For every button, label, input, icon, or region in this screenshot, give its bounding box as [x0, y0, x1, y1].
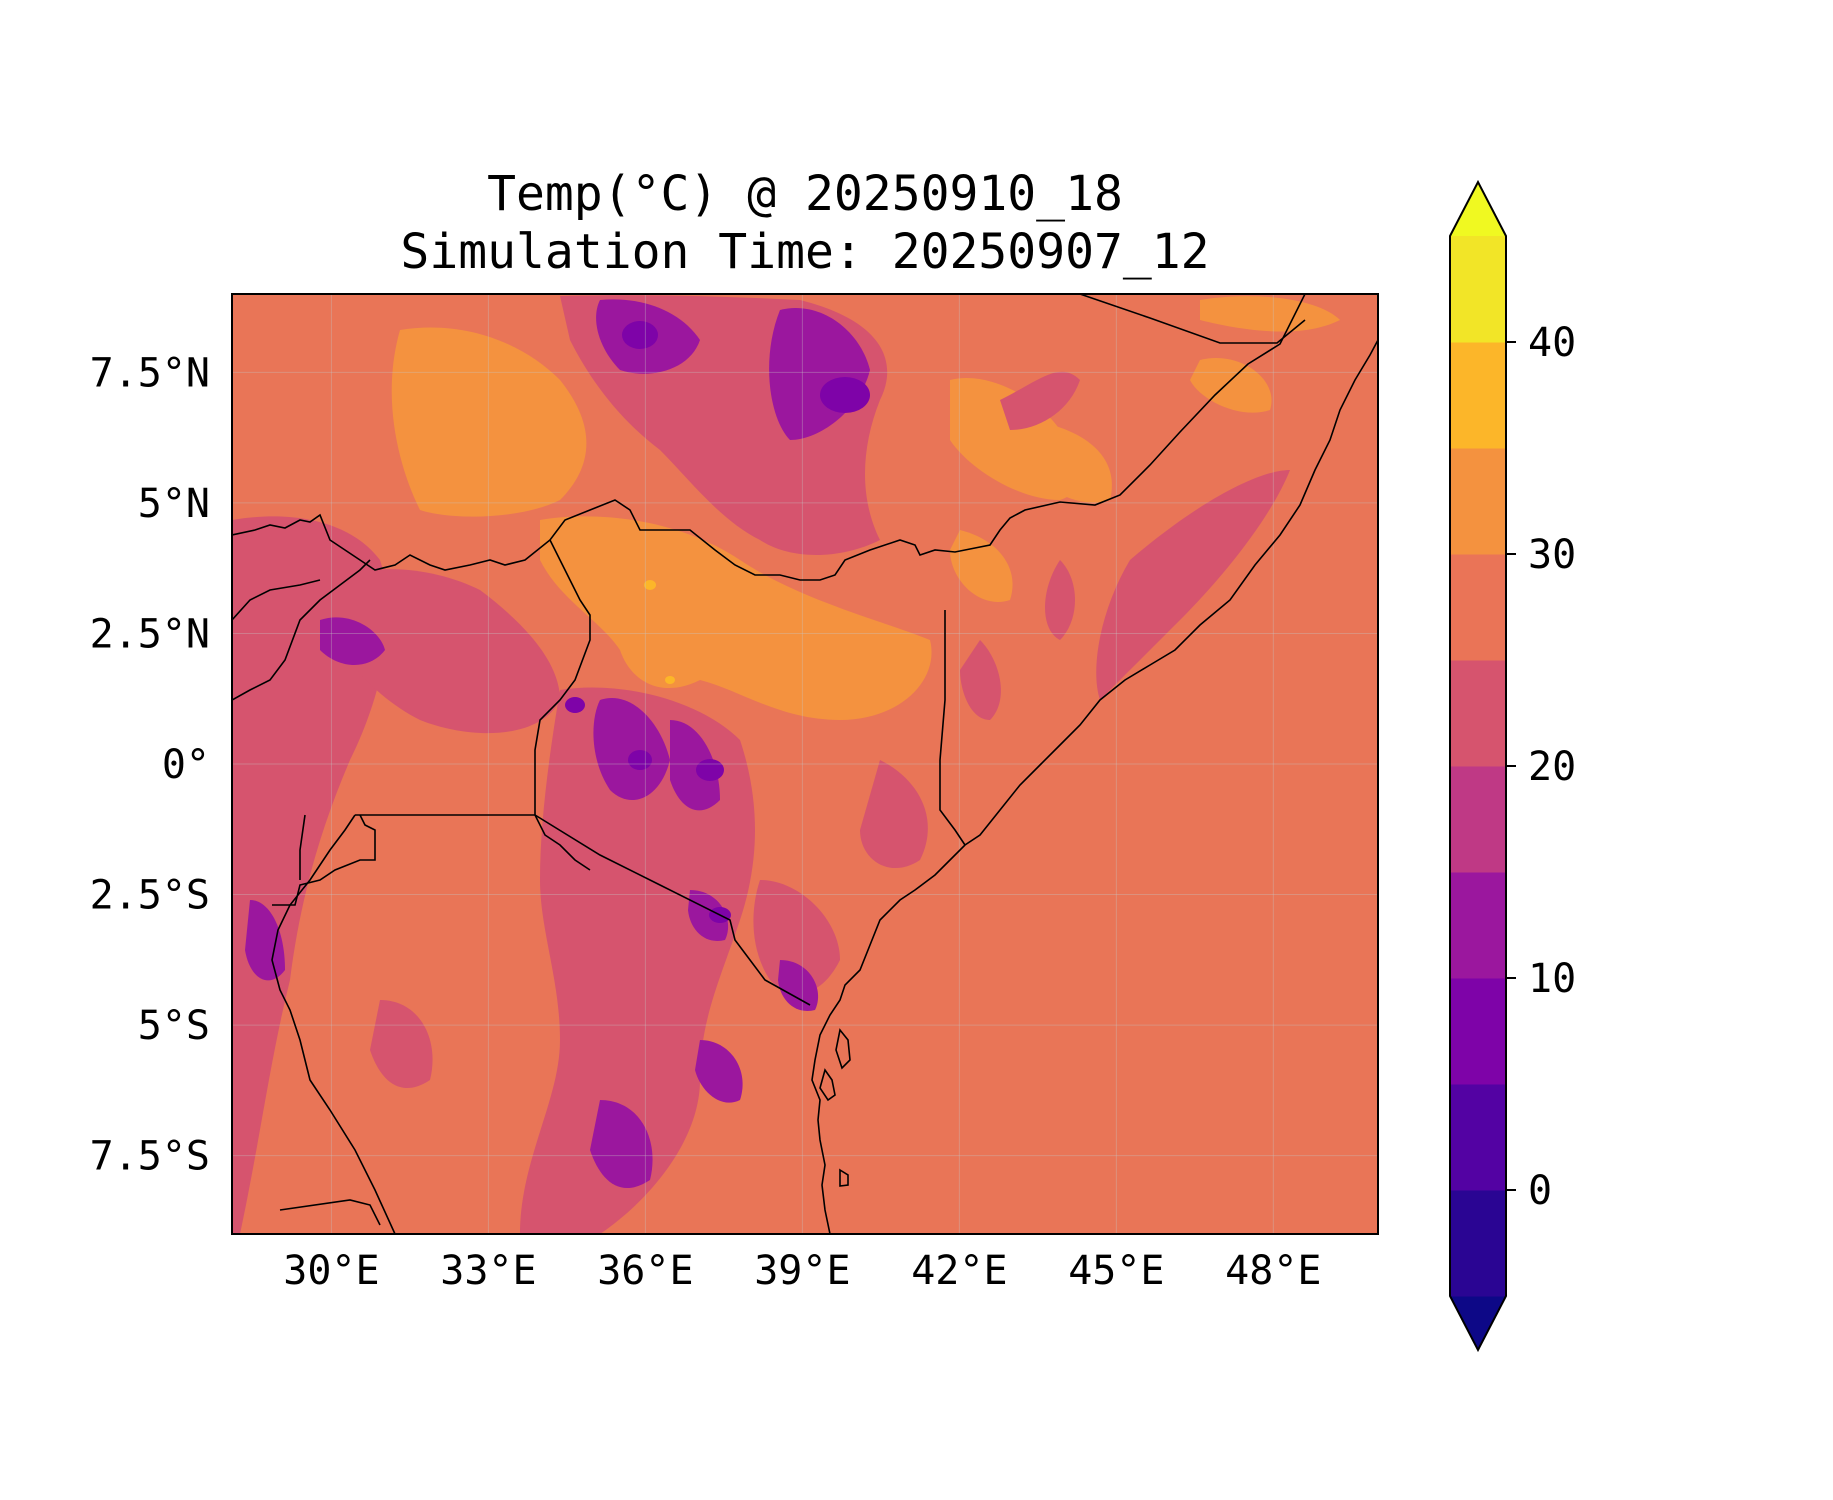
lat-tick-label: 5°N	[138, 481, 210, 527]
colorbar-band	[1450, 554, 1506, 661]
title-line-2: Simulation Time: 20250907_12	[400, 224, 1209, 280]
hot-spots	[644, 580, 675, 684]
colorbar-band	[1450, 1084, 1506, 1191]
lat-tick-label: 0°	[162, 742, 210, 788]
lon-tick-label: 36°E	[597, 1248, 693, 1294]
lon-tick-label: 39°E	[754, 1248, 850, 1294]
map-frame	[231, 293, 1379, 1235]
lat-tick-label: 2.5°S	[90, 873, 210, 919]
lat-tick-label: 2.5°N	[90, 611, 210, 657]
colorbar-extend-min	[1450, 1296, 1506, 1350]
coastline	[811, 339, 1378, 1234]
map-panel	[232, 294, 1378, 1234]
colorbar-band	[1450, 342, 1506, 449]
lon-tick-label: 45°E	[1068, 1248, 1164, 1294]
colorbar-band	[1450, 766, 1506, 873]
coldest-spots	[565, 321, 870, 923]
colorbar-tick-label: 30	[1528, 532, 1576, 578]
longitude-tick-labels: 30°E 33°E 36°E 39°E 42°E 45°E 48°E	[283, 1248, 1321, 1294]
colorbar-outline	[1449, 179, 1507, 1353]
colorbar-tick-label: 40	[1528, 320, 1576, 366]
lon-tick-label: 33°E	[440, 1248, 536, 1294]
colorbar-tick-label: 10	[1528, 956, 1576, 1002]
colorbar-band	[1450, 872, 1506, 979]
title-line-1: Temp(°C) @ 20250910_18	[487, 166, 1123, 222]
lon-tick-label: 48°E	[1225, 1248, 1321, 1294]
colorbar-band	[1450, 1190, 1506, 1297]
colorbar: 0 10 20 30 40	[1449, 179, 1576, 1353]
gridlines	[232, 294, 1378, 1234]
lat-tick-label: 7.5°S	[90, 1134, 210, 1180]
colorbar-tick-label: 0	[1528, 1168, 1552, 1214]
lat-tick-label: 5°S	[138, 1003, 210, 1049]
colorbar-band	[1450, 236, 1506, 343]
colorbar-band	[1450, 448, 1506, 555]
colorbar-band	[1450, 978, 1506, 1085]
warm-regions	[391, 296, 1340, 720]
colorbar-tick-label: 20	[1528, 744, 1576, 790]
colorbar-extend-max	[1450, 182, 1506, 236]
lon-tick-label: 30°E	[283, 1248, 379, 1294]
lat-tick-label: 7.5°N	[90, 350, 210, 396]
latitude-tick-labels: 7.5°N 5°N 2.5°N 0° 2.5°S 5°S 7.5°S	[90, 350, 210, 1179]
colorbar-band	[1450, 660, 1506, 767]
lon-tick-label: 42°E	[911, 1248, 1007, 1294]
country-borders	[232, 294, 1306, 1234]
